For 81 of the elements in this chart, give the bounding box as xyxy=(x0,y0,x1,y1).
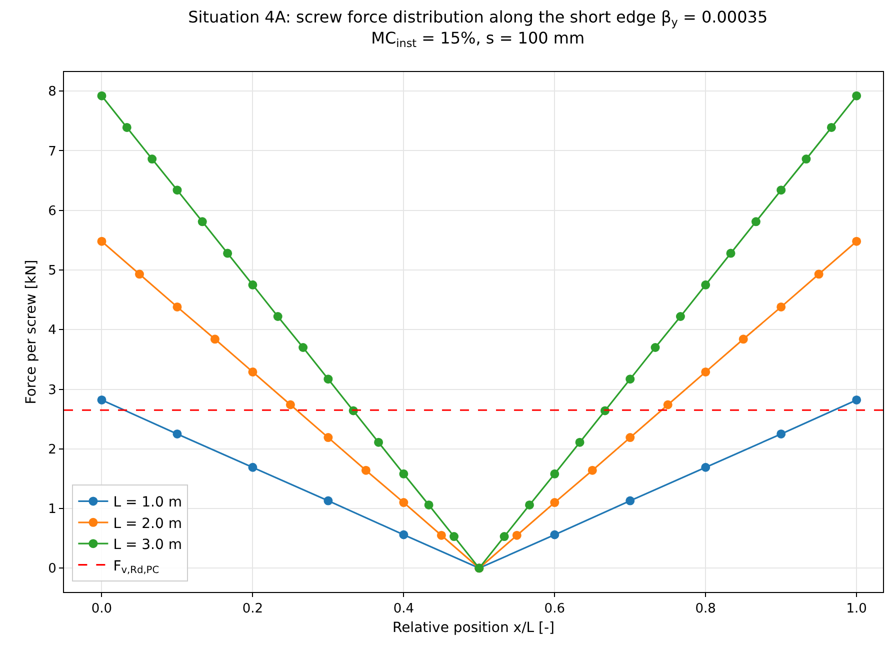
point xyxy=(738,334,748,344)
point xyxy=(550,530,560,540)
point xyxy=(500,532,509,542)
point xyxy=(575,438,584,447)
point xyxy=(701,280,710,290)
point xyxy=(852,236,862,246)
point xyxy=(588,466,597,475)
y-tick-label: 3 xyxy=(48,382,56,398)
point xyxy=(776,302,786,312)
point xyxy=(122,122,132,132)
point xyxy=(650,343,660,352)
y-tick-label: 7 xyxy=(48,144,56,160)
point xyxy=(626,496,635,506)
point xyxy=(97,91,106,100)
point xyxy=(273,312,282,321)
x-tick-label: 0.4 xyxy=(393,602,414,617)
y-tick-label: 0 xyxy=(48,562,56,577)
y-tick-label: 6 xyxy=(48,204,56,219)
point xyxy=(399,530,408,540)
point xyxy=(424,500,434,510)
point xyxy=(776,186,786,195)
point xyxy=(550,498,560,508)
point xyxy=(676,312,685,321)
y-tick-label: 4 xyxy=(48,323,56,338)
point xyxy=(776,429,786,438)
point xyxy=(802,154,811,164)
chart-title: Situation 4A: screw force distribution along the short edge β$_{y}$ = 0.00035 xyxy=(188,8,768,30)
point xyxy=(248,462,258,472)
x-tick-label: 0.2 xyxy=(242,602,264,617)
point xyxy=(198,217,207,226)
point xyxy=(248,367,258,376)
point xyxy=(172,302,182,312)
point xyxy=(701,367,710,376)
point xyxy=(148,154,157,164)
x-tick-label: 1.0 xyxy=(846,602,867,617)
point xyxy=(223,248,232,258)
x-tick-label: 0.8 xyxy=(695,602,716,617)
point xyxy=(525,500,534,510)
point xyxy=(852,395,862,404)
point xyxy=(210,334,220,344)
point xyxy=(814,270,824,279)
point xyxy=(361,466,370,475)
point xyxy=(286,400,295,410)
point xyxy=(663,400,672,410)
point xyxy=(751,217,760,226)
point xyxy=(701,462,710,472)
legend-label: F$_{v,Rd,PC}$ xyxy=(113,558,160,576)
point xyxy=(97,236,106,246)
point xyxy=(324,433,333,442)
point xyxy=(298,343,308,352)
point xyxy=(726,248,736,258)
point xyxy=(436,530,446,540)
point xyxy=(248,280,258,290)
point xyxy=(512,530,522,540)
point xyxy=(134,270,144,279)
y-tick-label: 8 xyxy=(48,84,56,100)
point xyxy=(450,532,459,542)
point xyxy=(172,186,182,195)
y-axis-title: Force per screw [kN] xyxy=(24,260,40,404)
chart-subtitle: MC$_{inst}$ = 15%, s = 100 mm xyxy=(371,28,585,50)
point xyxy=(852,91,862,100)
point xyxy=(826,122,836,132)
point xyxy=(97,395,106,404)
x-tick-label: 0.6 xyxy=(544,602,565,617)
point xyxy=(399,498,408,508)
point xyxy=(374,438,384,447)
legend-label: L = 3.0 m xyxy=(113,537,182,554)
point xyxy=(626,374,635,384)
point xyxy=(399,469,408,478)
y-tick-label: 5 xyxy=(48,264,56,279)
x-axis-title: Relative position x/L [-] xyxy=(392,620,555,636)
point xyxy=(172,429,182,438)
legend-label: L = 1.0 m xyxy=(113,494,182,511)
x-tick-label: 0.0 xyxy=(91,602,112,617)
y-tick-label: 2 xyxy=(48,442,56,458)
point xyxy=(324,374,333,384)
point xyxy=(550,469,560,478)
legend-label: L = 2.0 m xyxy=(113,516,182,532)
y-tick-label: 1 xyxy=(48,502,56,518)
point xyxy=(324,496,333,506)
point xyxy=(626,433,635,442)
